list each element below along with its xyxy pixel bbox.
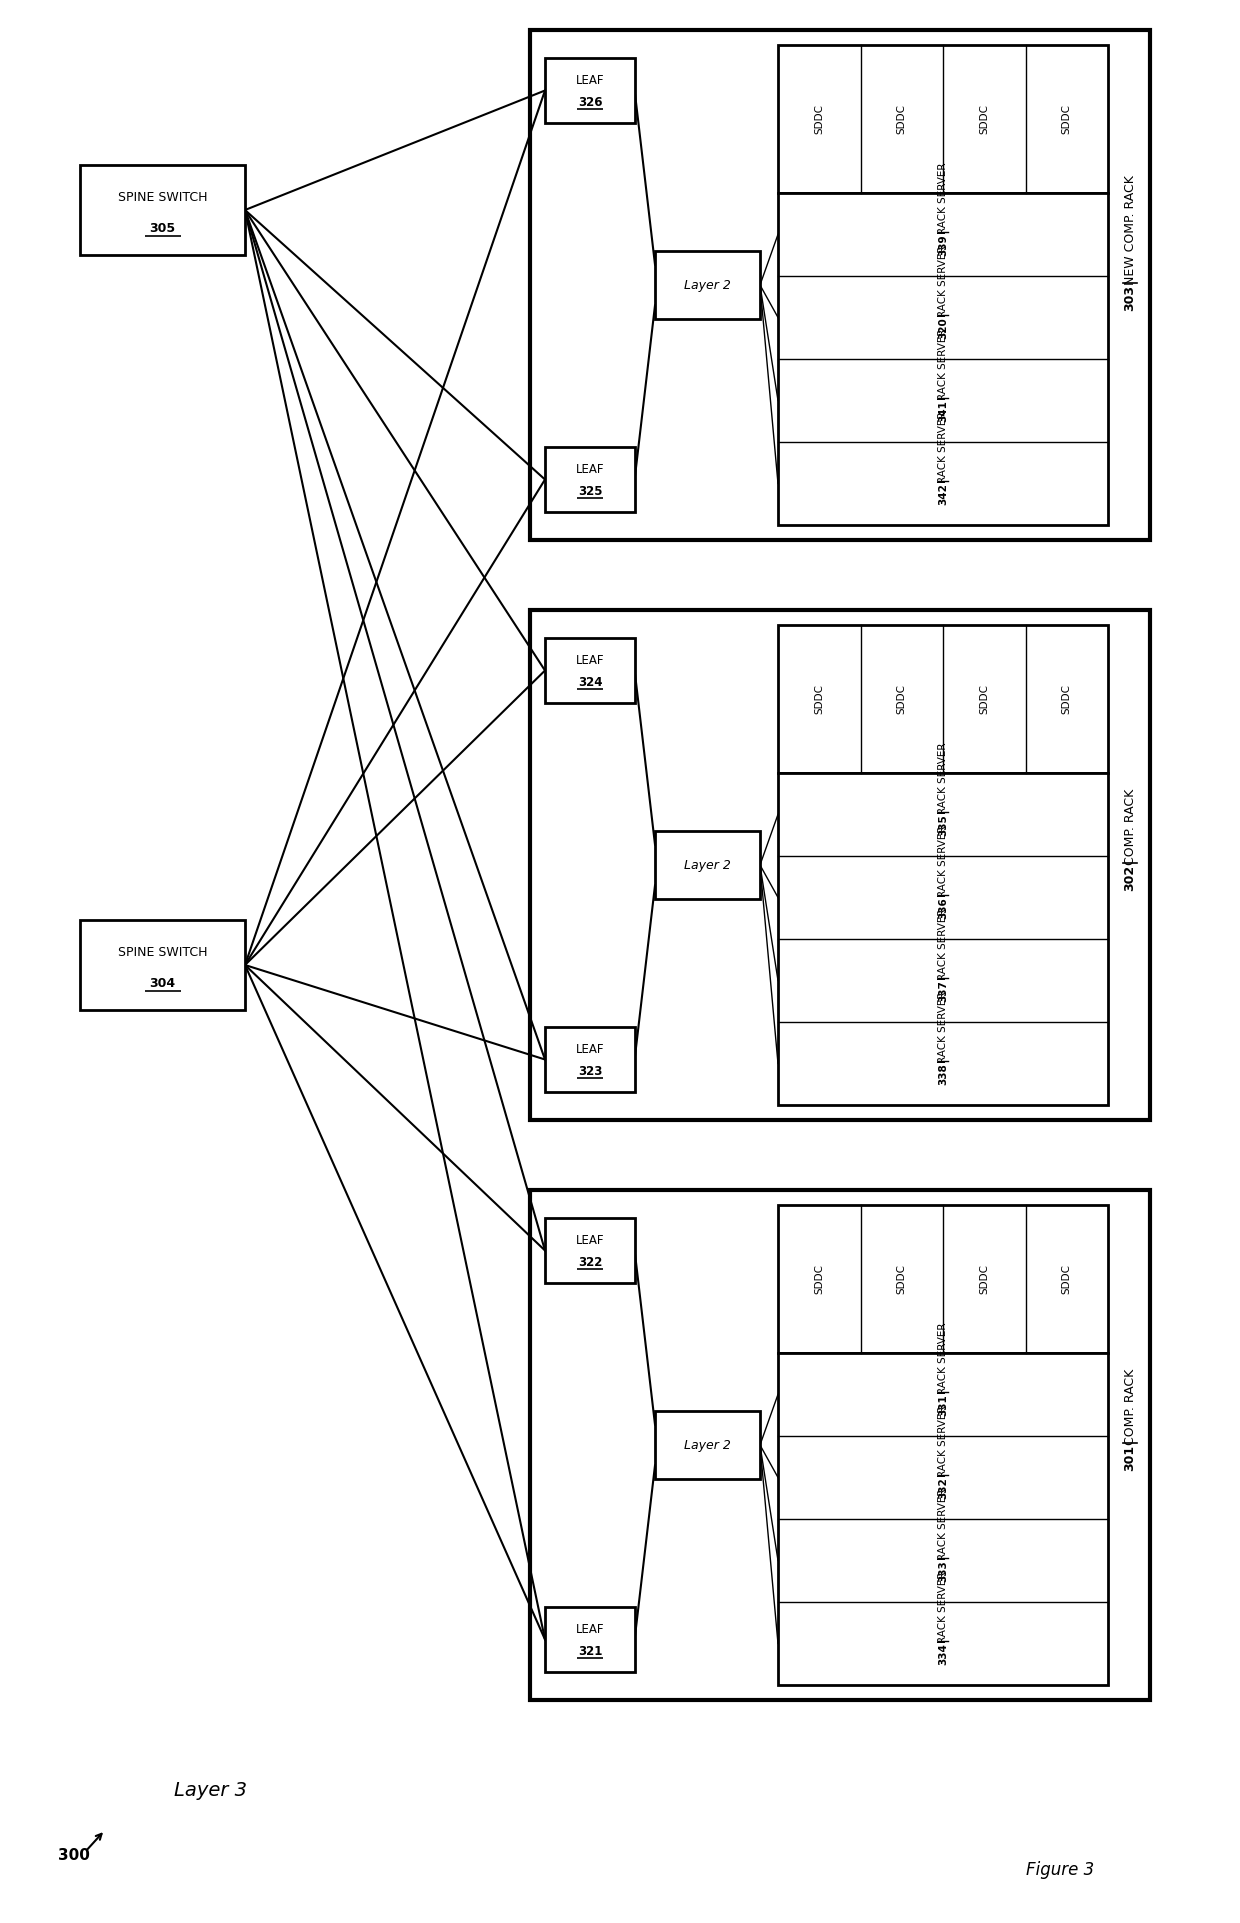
Text: 302: 302 (1123, 865, 1137, 890)
Text: LEAF: LEAF (575, 463, 604, 477)
Text: RACK SERVER: RACK SERVER (937, 1319, 949, 1394)
Text: COMP. RACK: COMP. RACK (1123, 1365, 1137, 1444)
Text: 338: 338 (937, 1063, 949, 1085)
Text: 342: 342 (937, 483, 949, 506)
Bar (546, 1608, 635, 1671)
Text: SDDC: SDDC (815, 104, 825, 135)
Text: 336: 336 (937, 898, 949, 919)
Bar (655, 1411, 760, 1479)
Bar (777, 1354, 1109, 1685)
Bar (777, 1206, 1109, 1354)
Text: RACK SERVER: RACK SERVER (937, 242, 949, 317)
Text: SDDC: SDDC (980, 1263, 990, 1294)
Text: RACK SERVER: RACK SERVER (937, 160, 949, 235)
Bar (777, 625, 1109, 773)
Bar (529, 31, 1149, 540)
Text: SDDC: SDDC (897, 685, 906, 713)
Text: Layer 2: Layer 2 (684, 279, 730, 292)
Text: LEAF: LEAF (575, 654, 604, 667)
Text: 305: 305 (150, 221, 176, 235)
Text: Layer 2: Layer 2 (684, 858, 730, 871)
Text: SDDC: SDDC (1061, 1263, 1071, 1294)
Text: COMP. RACK: COMP. RACK (1123, 785, 1137, 865)
Text: 300: 300 (58, 1848, 89, 1863)
Text: 304: 304 (150, 977, 176, 990)
Bar (655, 831, 760, 898)
Text: 337: 337 (937, 981, 949, 1002)
Text: Layer 3: Layer 3 (174, 1781, 247, 1800)
Bar (777, 192, 1109, 525)
Text: SPINE SWITCH: SPINE SWITCH (118, 946, 207, 960)
Bar (546, 1217, 635, 1283)
Text: LEAF: LEAF (575, 1623, 604, 1636)
Text: 331: 331 (937, 1394, 949, 1415)
Text: RACK SERVER: RACK SERVER (937, 823, 949, 898)
Bar (777, 44, 1109, 192)
Text: 301: 301 (1123, 1444, 1137, 1471)
Text: SDDC: SDDC (815, 685, 825, 713)
Text: 325: 325 (578, 485, 603, 498)
Text: SDDC: SDDC (1061, 685, 1071, 713)
Bar (546, 58, 635, 123)
Text: 333: 333 (937, 1560, 949, 1583)
Text: 335: 335 (937, 815, 949, 837)
Bar (81, 919, 246, 1010)
Text: LEAF: LEAF (575, 1235, 604, 1248)
Text: RACK SERVER: RACK SERVER (937, 1486, 949, 1560)
Bar (546, 638, 635, 704)
Text: SDDC: SDDC (897, 1263, 906, 1294)
Text: 334: 334 (937, 1644, 949, 1665)
Text: RACK SERVER: RACK SERVER (937, 906, 949, 981)
Bar (529, 1190, 1149, 1700)
Text: RACK SERVER: RACK SERVER (937, 1402, 949, 1477)
Bar (529, 610, 1149, 1119)
Text: SDDC: SDDC (897, 104, 906, 135)
Bar (546, 1027, 635, 1092)
Text: RACK SERVER: RACK SERVER (937, 410, 949, 483)
Text: RACK SERVER: RACK SERVER (937, 740, 949, 815)
Bar (777, 773, 1109, 1106)
Text: SDDC: SDDC (980, 104, 990, 135)
Text: SPINE SWITCH: SPINE SWITCH (118, 190, 207, 204)
Text: 332: 332 (937, 1477, 949, 1500)
Text: LEAF: LEAF (575, 1044, 604, 1056)
Text: SDDC: SDDC (815, 1263, 825, 1294)
Text: Figure 3: Figure 3 (1025, 1861, 1094, 1879)
Text: SDDC: SDDC (980, 685, 990, 713)
Text: RACK SERVER: RACK SERVER (937, 325, 949, 400)
Bar (81, 165, 246, 256)
Text: Layer 2: Layer 2 (684, 1438, 730, 1452)
Text: 322: 322 (578, 1256, 603, 1269)
Text: LEAF: LEAF (575, 75, 604, 87)
Text: 326: 326 (578, 96, 603, 110)
Text: 321: 321 (578, 1644, 603, 1658)
Text: 303: 303 (1123, 285, 1137, 312)
Bar (546, 446, 635, 512)
Text: 339: 339 (937, 235, 949, 256)
Text: 320: 320 (937, 317, 949, 338)
Text: 323: 323 (578, 1065, 603, 1077)
Text: NEW COMP. RACK: NEW COMP. RACK (1123, 171, 1137, 285)
Text: SDDC: SDDC (1061, 104, 1071, 135)
Text: RACK SERVER: RACK SERVER (937, 1569, 949, 1644)
Text: RACK SERVER: RACK SERVER (937, 988, 949, 1063)
Text: 341: 341 (937, 400, 949, 423)
Bar (655, 252, 760, 319)
Text: 324: 324 (578, 675, 603, 688)
